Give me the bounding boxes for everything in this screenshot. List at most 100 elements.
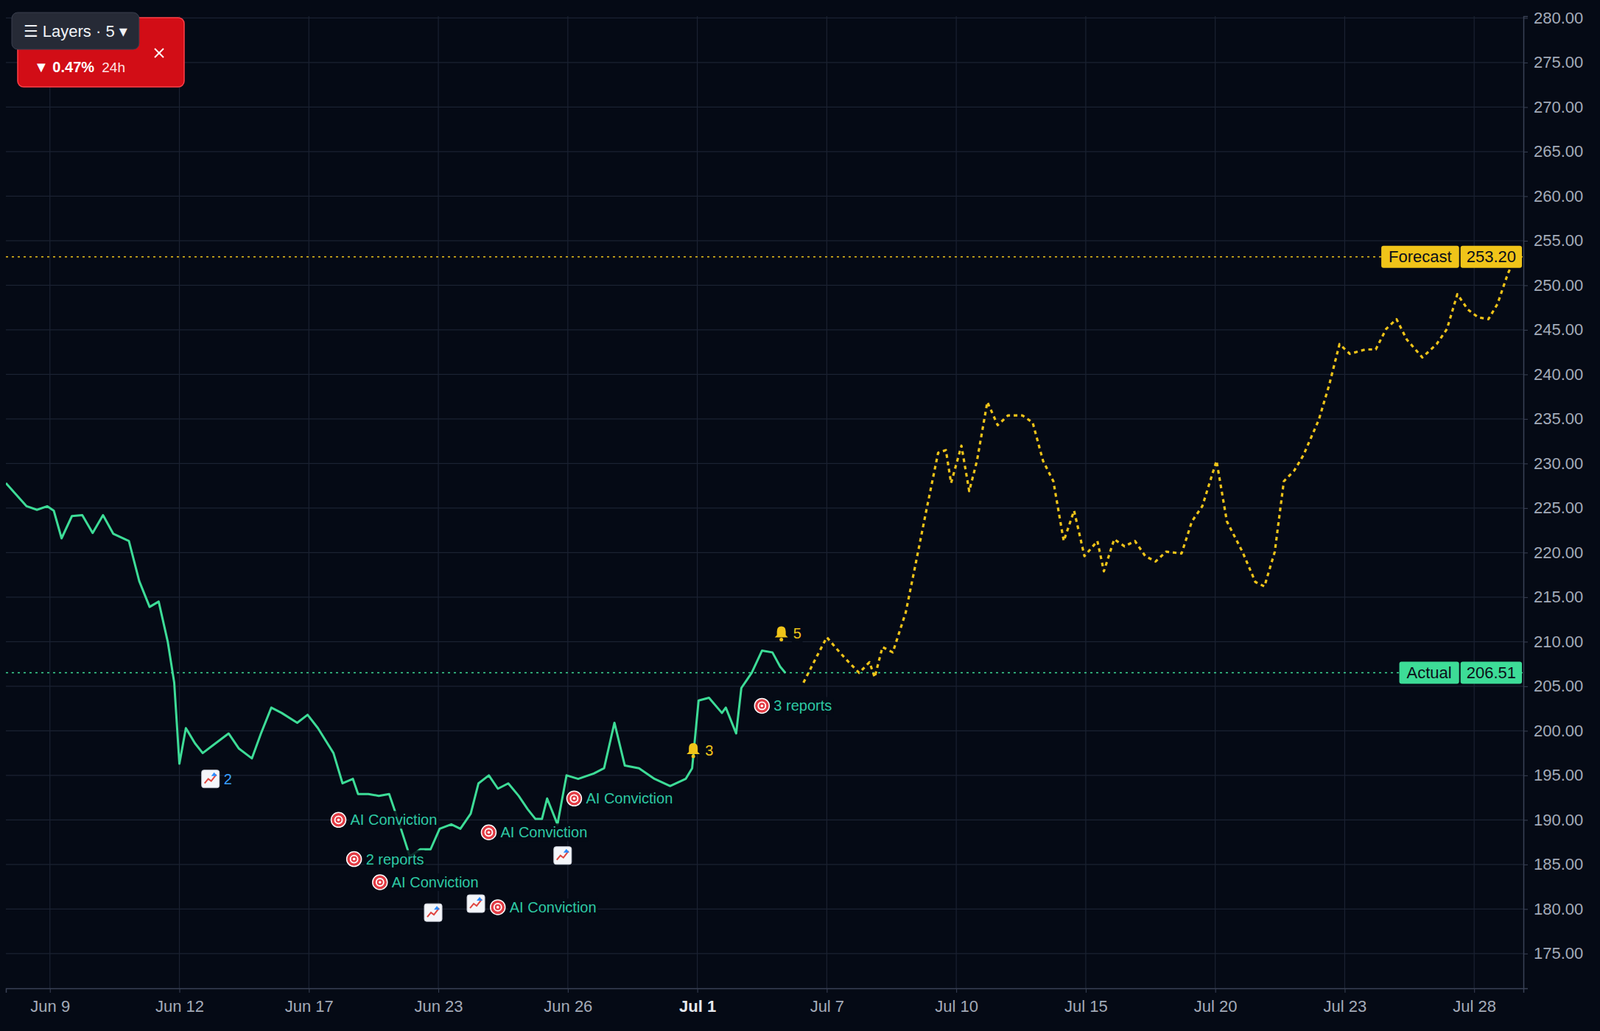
y-tick-label: 200.00 bbox=[1533, 721, 1584, 741]
x-tick-label: Jun 17 bbox=[285, 997, 334, 1016]
y-tick-mark bbox=[1523, 106, 1528, 108]
y-tick: 180.00 bbox=[1523, 900, 1584, 919]
layers-pill[interactable] bbox=[11, 12, 140, 50]
y-tick-mark bbox=[1523, 597, 1528, 599]
annotation-marker bbox=[566, 791, 582, 806]
y-tick-mark bbox=[1523, 641, 1528, 643]
x-tick-label: Jul 28 bbox=[1452, 997, 1497, 1016]
y-tick: 205.00 bbox=[1523, 676, 1584, 696]
y-grid-line bbox=[5, 730, 1524, 732]
y-tick-label: 280.00 bbox=[1533, 8, 1584, 28]
x-tick-mark bbox=[1085, 988, 1087, 994]
y-tick-mark bbox=[1523, 240, 1528, 242]
y-tick-mark bbox=[1523, 330, 1528, 331]
y-grid-line bbox=[5, 61, 1524, 63]
y-grid-line bbox=[5, 195, 1524, 197]
y-grid-line bbox=[5, 507, 1524, 509]
x-tick-label: Jul 15 bbox=[1064, 997, 1108, 1016]
layers-label[interactable]: ☰ Layers · 5 ▾ bbox=[23, 22, 128, 41]
close-button[interactable] bbox=[154, 48, 164, 58]
y-tick-label: 180.00 bbox=[1533, 900, 1584, 919]
bell-clapper bbox=[779, 637, 784, 642]
y-tick: 210.00 bbox=[1523, 632, 1584, 652]
y-grid-line bbox=[5, 596, 1524, 598]
y-tick: 190.00 bbox=[1523, 811, 1584, 830]
y-tick: 250.00 bbox=[1523, 276, 1584, 295]
signal bbox=[467, 895, 485, 913]
y-grid-line bbox=[5, 240, 1524, 241]
x-grid-line bbox=[1344, 16, 1346, 989]
signal-icon bbox=[201, 770, 220, 789]
y-tick-mark bbox=[1523, 151, 1528, 153]
x-tick-mark bbox=[179, 988, 181, 994]
chart-root: 175.00180.00185.00190.00195.00200.00205.… bbox=[0, 0, 1600, 1031]
reference-value-label: 206.51 bbox=[1466, 663, 1517, 683]
annotation-label: 2 reports bbox=[366, 851, 425, 868]
x-grid-line bbox=[49, 16, 51, 989]
target-ring bbox=[758, 702, 766, 710]
y-tick-mark bbox=[1523, 508, 1528, 510]
y-tick: 255.00 bbox=[1523, 231, 1584, 250]
y-tick-mark bbox=[1523, 285, 1528, 286]
close-x bbox=[154, 48, 164, 58]
x-tick-label: Jul 10 bbox=[934, 997, 979, 1016]
annotation-marker bbox=[490, 900, 506, 915]
x-tick: Jun 12 bbox=[155, 988, 205, 1016]
signal-icon-arrow bbox=[563, 849, 570, 854]
x-tick-mark bbox=[1215, 988, 1217, 994]
signal bbox=[553, 847, 572, 865]
y-tick-label: 230.00 bbox=[1533, 454, 1584, 473]
reference-value-box bbox=[1460, 662, 1522, 685]
y-tick-label: 270.00 bbox=[1533, 97, 1584, 117]
y-tick-mark bbox=[1523, 552, 1528, 554]
annotation-label: AI Conviction bbox=[500, 824, 588, 841]
annotations: AI Conviction2 reportsAI ConvictionAI Co… bbox=[331, 624, 834, 916]
x-tick-label: Jun 26 bbox=[543, 997, 593, 1016]
change-label: ▼ 0.47% bbox=[33, 58, 95, 76]
y-grid-line bbox=[5, 909, 1524, 910]
x-grid-line bbox=[567, 16, 568, 989]
reference-line bbox=[5, 256, 1524, 258]
annotation: 2 reports bbox=[346, 850, 426, 869]
target-ring bbox=[484, 828, 493, 837]
y-tick-mark bbox=[1523, 686, 1528, 688]
y-grid-line bbox=[5, 641, 1524, 643]
label-patch bbox=[390, 873, 481, 892]
target-center bbox=[573, 797, 577, 800]
y-tick: 235.00 bbox=[1523, 409, 1584, 428]
y-tick-label: 215.00 bbox=[1533, 587, 1584, 607]
y-grid-line bbox=[5, 774, 1524, 776]
y-tick-label: 235.00 bbox=[1533, 409, 1584, 428]
x-tick-label: Jul 23 bbox=[1323, 997, 1368, 1016]
y-tick: 265.00 bbox=[1523, 142, 1584, 161]
y-tick-label: 205.00 bbox=[1533, 676, 1584, 696]
target-ring bbox=[335, 816, 343, 824]
y-tick-mark bbox=[1523, 953, 1528, 955]
signal-label: 2 bbox=[223, 771, 233, 788]
y-tick: 280.00 bbox=[1523, 8, 1584, 28]
label-patch bbox=[772, 696, 834, 715]
y-tick: 225.00 bbox=[1523, 498, 1584, 518]
target-center bbox=[352, 858, 356, 862]
y-grid-line bbox=[5, 463, 1524, 465]
y-tick: 175.00 bbox=[1523, 944, 1584, 963]
signal-icon-arrow bbox=[211, 772, 218, 777]
bell-body bbox=[774, 626, 789, 638]
y-tick: 275.00 bbox=[1523, 53, 1584, 72]
x-grid-line bbox=[1085, 16, 1086, 989]
y-tick-label: 190.00 bbox=[1533, 811, 1584, 830]
x-tick-mark bbox=[567, 988, 569, 994]
x-tick-mark bbox=[438, 988, 440, 994]
annotation-label: 3 bbox=[704, 742, 714, 759]
target-ring bbox=[494, 903, 502, 912]
target-ring bbox=[570, 794, 578, 803]
y-tick: 240.00 bbox=[1523, 365, 1584, 384]
chart-svg: 175.00180.00185.00190.00195.00200.00205.… bbox=[0, 0, 1600, 1031]
annotation: 3 bbox=[686, 741, 715, 760]
annotation-marker bbox=[481, 825, 496, 840]
x-axis: Jun 9Jun 12Jun 17Jun 23Jun 26Jul 1Jul 7J… bbox=[6, 988, 1525, 1016]
signal-icon bbox=[424, 903, 442, 922]
x-tick-mark bbox=[697, 988, 699, 994]
y-tick-mark bbox=[1523, 864, 1528, 866]
y-grid-line bbox=[5, 819, 1524, 821]
